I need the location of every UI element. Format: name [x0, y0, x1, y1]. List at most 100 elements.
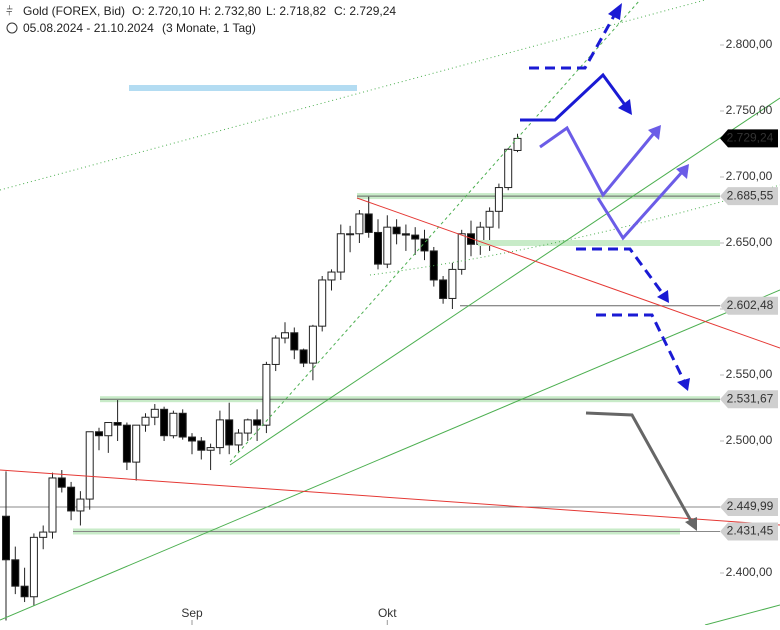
- candle-body: [392, 226, 401, 235]
- arrow-head: [676, 164, 689, 179]
- arrow-head: [618, 99, 632, 115]
- level-tag: [720, 522, 778, 541]
- candle-body: [336, 233, 345, 273]
- x-tick-label: Sep: [181, 606, 203, 620]
- candle-body: [355, 213, 364, 235]
- y-tick-label: 2.400,00: [726, 565, 773, 579]
- candle-body: [383, 226, 392, 265]
- marks: [0, 133, 720, 621]
- candle-body: [57, 477, 66, 488]
- candle-body: [420, 238, 429, 252]
- arrow-head: [657, 290, 669, 303]
- y-tick-label: 2.750,00: [726, 103, 773, 117]
- candle-body: [411, 234, 420, 240]
- scenario-arrow: [585, 411, 693, 522]
- candle-body: [2, 515, 10, 561]
- y-tick-label: 2.500,00: [726, 433, 773, 447]
- candle-body: [243, 419, 252, 434]
- candle-body: [132, 424, 141, 463]
- instrument: Gold (FOREX, Bid): [23, 4, 125, 18]
- scenario-arrow: [576, 247, 665, 295]
- candle-body: [95, 431, 103, 437]
- y-tick-label: 2.650,00: [726, 235, 773, 249]
- candle-body: [76, 498, 85, 512]
- candle-body: [197, 440, 206, 451]
- resistance-line: [356, 197, 780, 349]
- candle-body: [364, 213, 373, 233]
- candle-body: [11, 559, 20, 587]
- y-tick-label: 2.800,00: [726, 37, 773, 51]
- candle-body: [494, 187, 503, 212]
- trend-line: [229, 0, 641, 463]
- candle-body: [113, 422, 122, 426]
- low: L: 2.718,82: [266, 4, 326, 18]
- x-tick-label: Okt: [378, 606, 397, 620]
- clock-icon: [6, 22, 18, 34]
- trend-line: [229, 97, 780, 466]
- candle-body: [20, 585, 29, 598]
- arrow-head: [677, 378, 690, 391]
- candle-body: [262, 363, 271, 426]
- candle-body: [299, 349, 308, 364]
- level-label: 2.431,45: [727, 524, 774, 538]
- candle-body: [504, 148, 513, 189]
- candle-body: [234, 432, 243, 446]
- candle-body: [141, 416, 150, 426]
- close: C: 2.729,24: [334, 4, 396, 18]
- period: (3 Monate, 1 Tag): [162, 21, 256, 35]
- candle-body: [308, 325, 317, 364]
- candle-body: [39, 531, 48, 538]
- level-label: 2.602,48: [727, 298, 774, 312]
- candle-body: [29, 536, 38, 598]
- open: O: 2.720,10: [132, 4, 195, 18]
- level-tag: [720, 187, 778, 206]
- date-range: 05.08.2024 - 21.10.2024: [23, 21, 154, 35]
- support-band: [478, 240, 720, 246]
- candle-body: [169, 412, 178, 437]
- candle-body: [281, 332, 289, 339]
- candle-body: [467, 233, 475, 245]
- level-tag: [720, 296, 778, 315]
- trend-line: [704, 604, 780, 626]
- candle-body: [439, 279, 448, 299]
- scenario-arrow: [529, 13, 617, 70]
- last-price-tag: [720, 129, 778, 148]
- arrow-head: [648, 125, 661, 140]
- resistance-line: [0, 469, 780, 526]
- candle-body: [150, 408, 159, 418]
- last-price-label: 2.729,24: [727, 131, 774, 145]
- scenario-arrow: [539, 125, 657, 198]
- candle-body: [48, 477, 57, 533]
- candle-body: [215, 419, 224, 449]
- candle-body: [290, 332, 299, 351]
- candle-body: [85, 431, 94, 500]
- candle-body: [374, 231, 382, 265]
- candle-body: [188, 436, 196, 442]
- level-label: 2.449,99: [727, 499, 774, 513]
- trend-channel: [0, 0, 706, 191]
- trend-line: [0, 289, 780, 621]
- candle-body: [448, 268, 457, 299]
- candle-body: [401, 233, 410, 236]
- icon: ⫩: [6, 4, 13, 18]
- candle-body: [67, 486, 76, 512]
- level-tag: [720, 498, 778, 517]
- candle-body: [271, 337, 280, 365]
- axis: 2.400,002.450,002.500,002.550,002.600,00…: [181, 37, 778, 625]
- y-tick-label: 2.550,00: [726, 367, 773, 381]
- candle-body: [206, 447, 215, 451]
- candle-body: [513, 137, 522, 151]
- candle-body: [122, 424, 131, 463]
- candle-body: [327, 271, 336, 281]
- level-tag: [720, 390, 778, 409]
- candle-body: [485, 210, 494, 228]
- y-tick-label: 2.700,00: [726, 169, 773, 183]
- highlight-bar: [129, 85, 357, 91]
- candle-body: [253, 419, 262, 426]
- arrow-head: [608, 3, 622, 20]
- candle-body: [346, 233, 355, 236]
- candle-body: [160, 408, 169, 437]
- candle-body: [318, 279, 327, 327]
